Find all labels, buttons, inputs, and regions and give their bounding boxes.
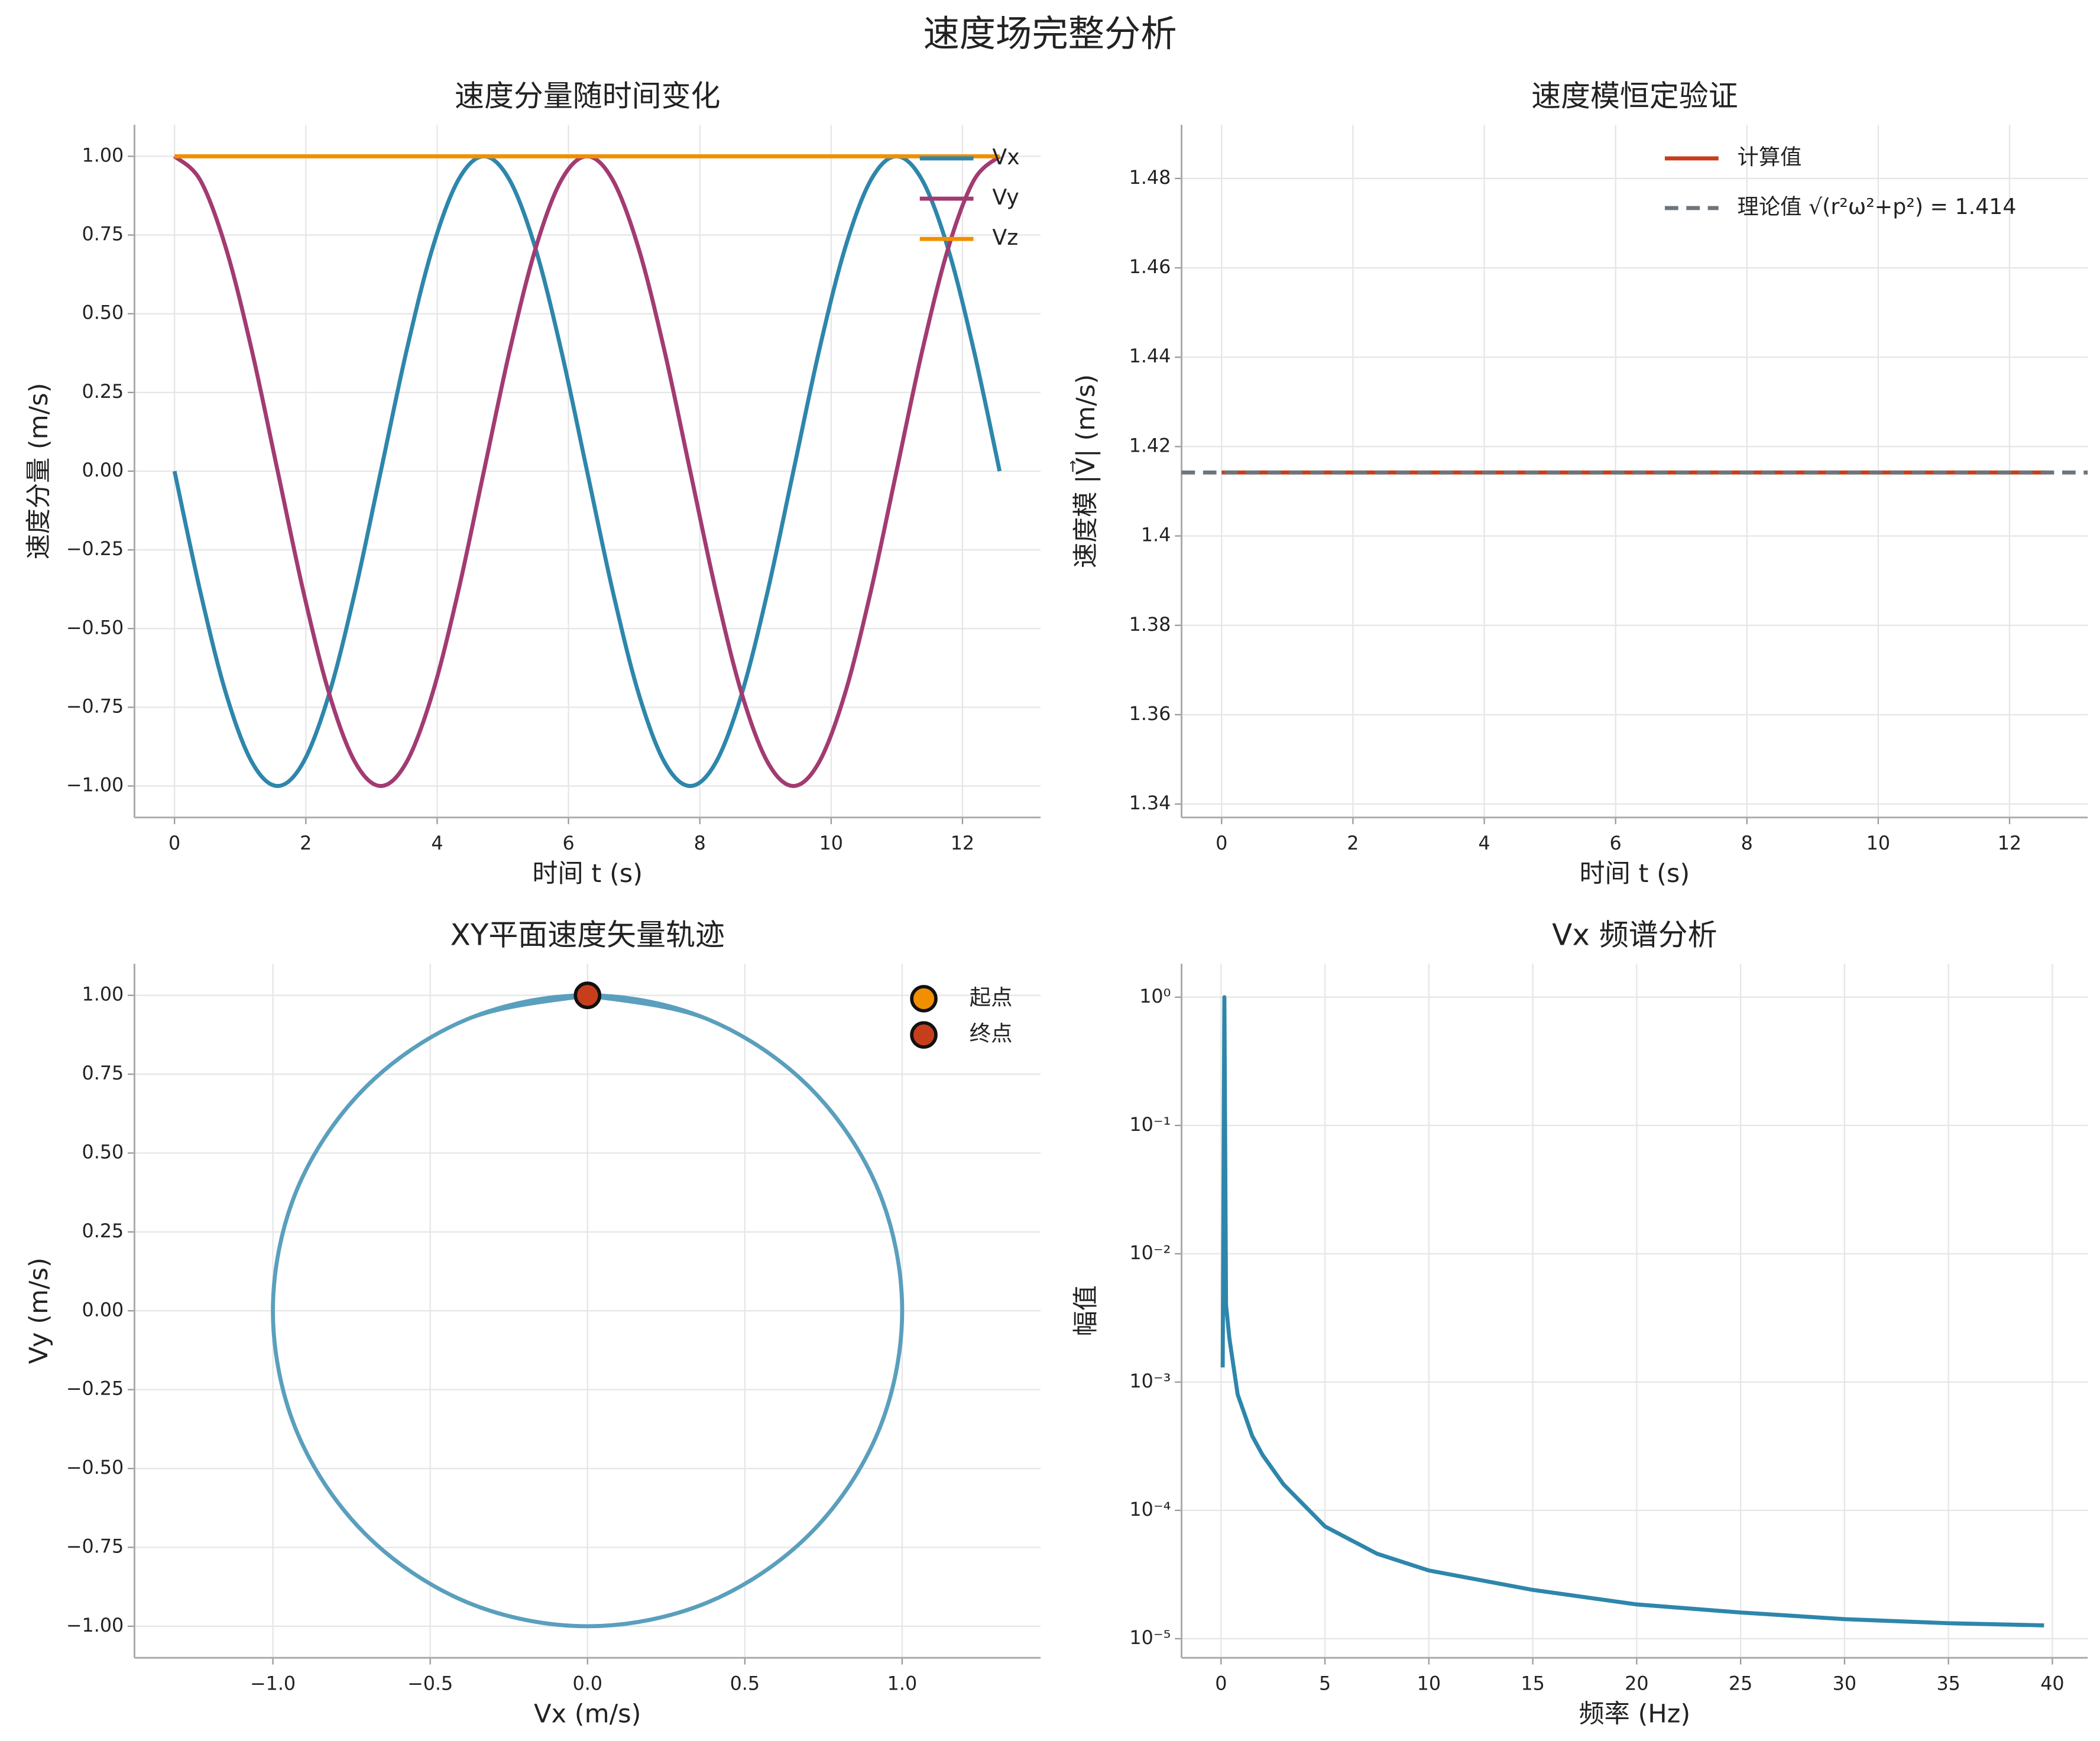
y-tick-label: 0.00 <box>82 460 124 481</box>
y-tick-label: 0.25 <box>82 381 124 403</box>
x-axis-label: 频率 (Hz) <box>1579 1699 1691 1729</box>
y-axis-label: 速度模 |V⃗| (m/s) <box>1070 374 1101 568</box>
x-tick-label: 0.0 <box>573 1674 603 1695</box>
y-tick-label: 1.34 <box>1129 793 1171 814</box>
legend-label: 计算值 <box>1738 144 1802 170</box>
y-tick-label: −0.50 <box>66 1457 124 1479</box>
y-tick-label: 0.75 <box>82 1063 124 1084</box>
subplot-title: XY平面速度矢量轨迹 <box>451 917 725 952</box>
x-tick-label: 10 <box>1866 833 1890 854</box>
y-tick-label: 0.50 <box>82 303 124 324</box>
x-tick-label: 2 <box>1347 833 1359 854</box>
x-tick-label: 40 <box>2040 1674 2064 1695</box>
y-tick-label: −0.25 <box>66 1379 124 1400</box>
point-marker <box>573 981 602 1009</box>
x-tick-label: 15 <box>1521 1674 1544 1695</box>
y-tick-label: 0.25 <box>82 1221 124 1242</box>
y-tick-label: 10⁰ <box>1139 986 1171 1007</box>
x-tick-label: 8 <box>694 833 706 854</box>
y-tick-label: 1.48 <box>1129 167 1171 189</box>
y-tick-label: −0.75 <box>66 1536 124 1557</box>
y-tick-label: 1.46 <box>1129 257 1171 278</box>
legend-label: Vz <box>992 225 1018 250</box>
x-tick-label: 6 <box>562 833 574 854</box>
legend-label: Vy <box>992 184 1019 210</box>
figure-title: 速度场完整分析 <box>923 13 1177 55</box>
y-tick-label: −1.00 <box>66 1615 124 1636</box>
y-tick-label: 10⁻¹ <box>1129 1114 1171 1136</box>
subplot-title: 速度模恒定验证 <box>1531 79 1738 113</box>
x-axis-label: 时间 t (s) <box>1580 859 1690 889</box>
y-axis-label: Vy (m/s) <box>24 1257 54 1364</box>
subplot: 0 2 4 6 8 10 12 −1.00 −0.75 −0.50 −0.25 0.00 0.25 0.5… <box>24 79 1041 889</box>
x-tick-label: 25 <box>1729 1674 1752 1695</box>
x-tick-label: 4 <box>1478 833 1490 854</box>
y-tick-label: −0.75 <box>66 696 124 717</box>
x-tick-label: 2 <box>300 833 312 854</box>
legend-label: 理论值 √(r²ω²+p²) = 1.414 <box>1738 194 2017 219</box>
subplot: 0 2 4 6 8 10 12 1.34 1.36 1.38 1.4 1.42 1.44 1.46 1.48… <box>1070 79 2088 889</box>
legend-label: 起点 <box>970 984 1013 1010</box>
y-tick-label: 1.36 <box>1129 703 1171 725</box>
y-tick-label: 0.00 <box>82 1299 124 1321</box>
y-tick-label: 1.00 <box>82 145 124 166</box>
y-tick-label: 1.4 <box>1141 525 1171 546</box>
legend-label: Vx <box>992 144 1019 170</box>
x-tick-label: 0.5 <box>730 1674 760 1695</box>
x-tick-label: 10 <box>1417 1674 1441 1695</box>
x-tick-label: 6 <box>1610 833 1622 854</box>
x-tick-label: 35 <box>1936 1674 1960 1695</box>
y-tick-label: 10⁻³ <box>1129 1371 1171 1392</box>
legend-marker <box>910 1021 938 1049</box>
y-tick-label: 10⁻² <box>1129 1243 1171 1264</box>
y-tick-label: −1.00 <box>66 775 124 796</box>
y-tick-label: 10⁻⁵ <box>1129 1627 1171 1649</box>
x-tick-label: 30 <box>1833 1674 1856 1695</box>
x-tick-label: 1.0 <box>887 1674 918 1695</box>
y-tick-label: 1.38 <box>1129 614 1171 636</box>
y-axis-label: 幅值 <box>1071 1285 1101 1336</box>
series-line <box>1220 995 2044 1627</box>
x-tick-label: 0 <box>168 833 180 854</box>
y-axis-label: 速度分量 (m/s) <box>24 383 54 560</box>
subplot: −1.0 −0.5 0.0 0.5 1.0 −1.00 −0.75 −0.50 −0.25 0.0… <box>24 917 1041 1729</box>
y-tick-label: 1.00 <box>82 984 124 1006</box>
x-tick-label: 10 <box>819 833 843 854</box>
subplot-title: 速度分量随时间变化 <box>455 79 720 113</box>
x-tick-label: 5 <box>1319 1674 1331 1695</box>
y-tick-label: 1.44 <box>1129 346 1171 367</box>
x-tick-label: 4 <box>431 833 443 854</box>
x-tick-label: 0 <box>1216 833 1227 854</box>
x-tick-label: 0 <box>1215 1674 1227 1695</box>
x-tick-label: 20 <box>1625 1674 1648 1695</box>
subplot-title: Vx 频谱分析 <box>1552 917 1717 952</box>
y-tick-label: 10⁻⁴ <box>1129 1499 1171 1520</box>
x-tick-label: 8 <box>1741 833 1753 854</box>
x-tick-label: 12 <box>1998 833 2021 854</box>
y-tick-label: 0.75 <box>82 224 124 245</box>
y-tick-label: −0.25 <box>66 539 124 560</box>
y-tick-label: 1.42 <box>1129 435 1171 456</box>
x-axis-label: 时间 t (s) <box>532 859 643 889</box>
series-line <box>172 154 1002 788</box>
x-tick-label: 12 <box>951 833 974 854</box>
x-tick-label: −0.5 <box>407 1674 453 1695</box>
legend-marker <box>910 985 938 1013</box>
y-tick-label: −0.50 <box>66 617 124 638</box>
y-tick-label: 0.50 <box>82 1142 124 1163</box>
subplot: 0 5 10 15 20 25 30 35 40 10⁻⁵ 10⁻⁴ 10⁻³ 10⁻² 10⁻¹ 10⁰ V… <box>1071 917 2088 1729</box>
x-tick-label: −1.0 <box>250 1674 296 1695</box>
legend-label: 终点 <box>970 1021 1013 1046</box>
x-axis-label: Vx (m/s) <box>534 1699 641 1729</box>
